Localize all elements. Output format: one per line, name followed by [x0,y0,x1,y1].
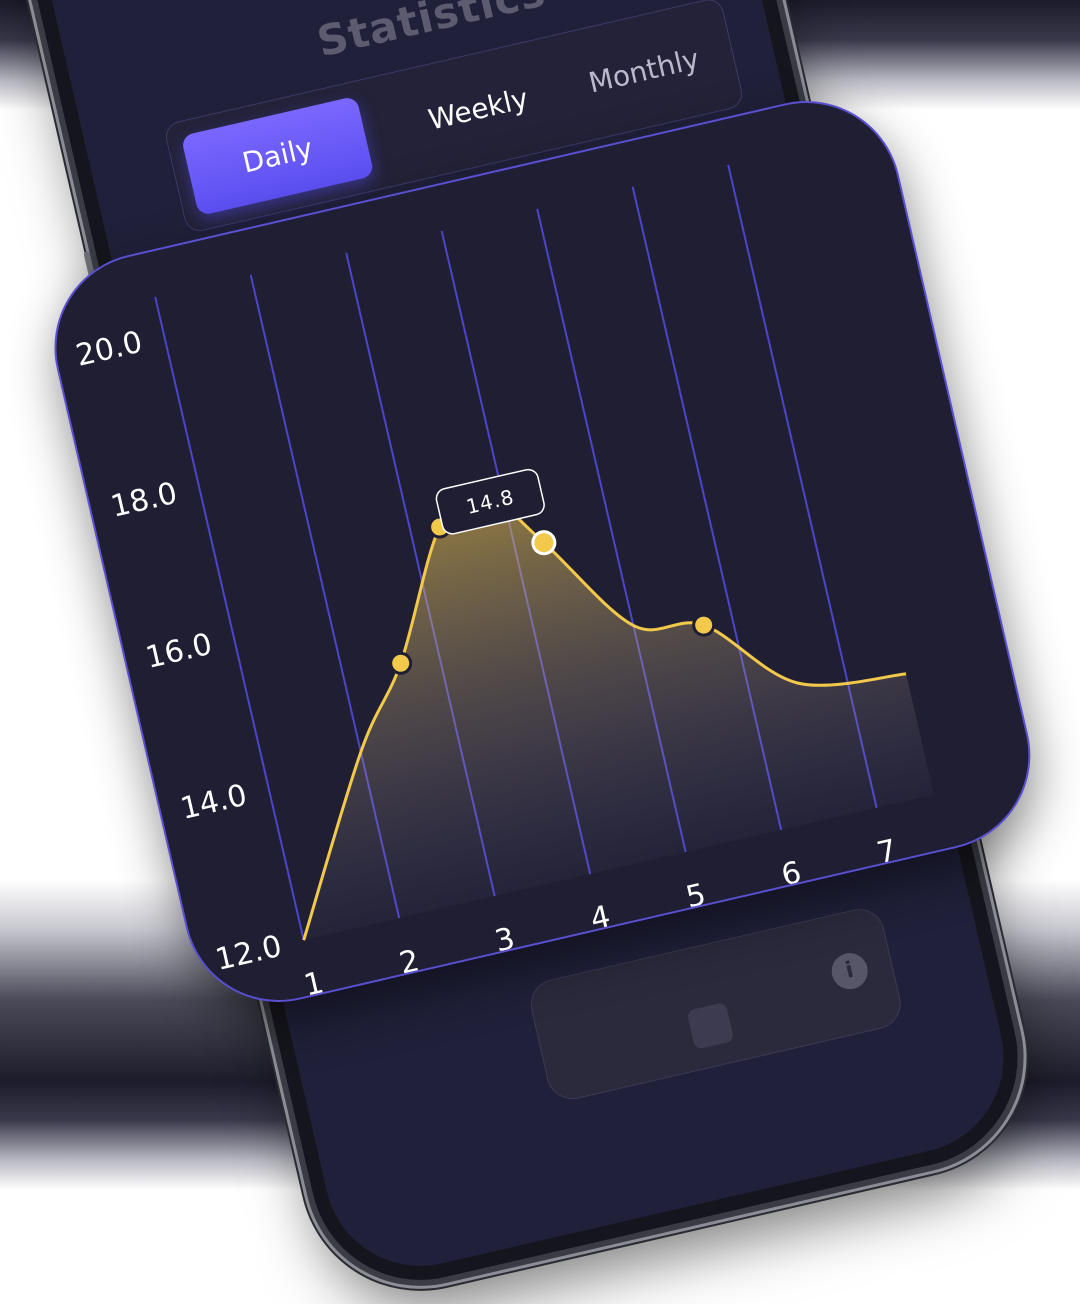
y-tick-label: 14.0 [177,778,250,827]
y-tick-label: 20.0 [73,325,146,374]
y-tick-label: 12.0 [212,929,285,978]
tab-monthly[interactable]: Monthly [585,42,703,100]
tab-weekly[interactable]: Weekly [425,81,532,137]
puzzle-icon[interactable] [686,1001,735,1050]
tab-daily[interactable]: Daily [180,95,375,217]
tooltip: 14.8 [435,468,545,535]
grid-line [154,296,305,941]
data-point[interactable] [692,613,716,637]
y-tick-label: 18.0 [108,476,181,525]
data-point[interactable] [389,651,413,675]
selected-data-point[interactable] [531,530,557,556]
info-icon[interactable]: i [828,949,872,993]
y-tick-label: 16.0 [142,627,215,676]
area-fill [303,492,934,941]
tooltip-box [435,468,545,535]
